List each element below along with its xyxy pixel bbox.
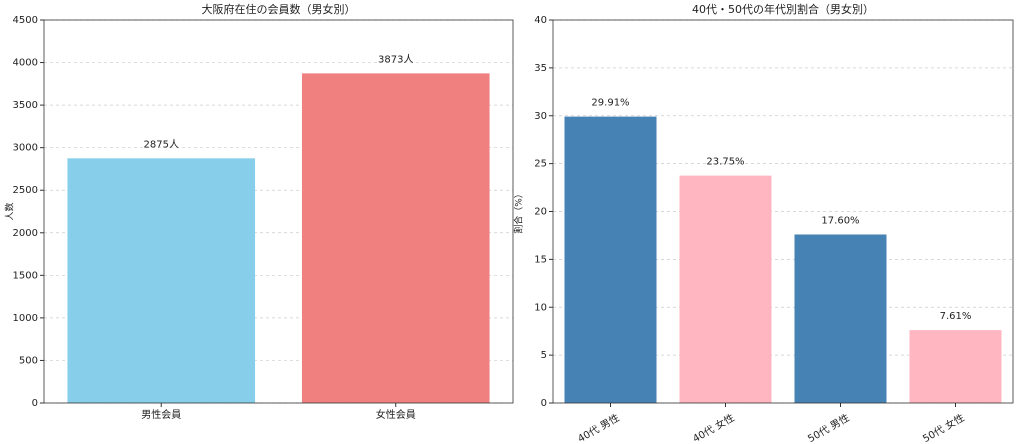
y-tick-label: 25 — [534, 159, 547, 170]
y-tick-label: 40 — [534, 15, 547, 26]
y-tick-label: 0 — [32, 398, 38, 409]
y-tick-label: 1500 — [13, 270, 38, 281]
y-tick-label: 5 — [541, 350, 547, 361]
bar — [909, 330, 1002, 403]
value-label: 29.91% — [591, 98, 629, 109]
y-tick-label: 3500 — [13, 100, 38, 111]
bar — [679, 175, 772, 403]
value-label: 7.61% — [940, 311, 972, 322]
y-tick-label: 2000 — [13, 228, 38, 239]
y-tick-label: 35 — [534, 63, 547, 74]
y-tick-label: 1000 — [13, 313, 38, 324]
y-axis-label: 人数 — [4, 202, 16, 220]
x-tick-label: 50代 男性 — [805, 411, 851, 444]
y-tick-label: 15 — [534, 254, 547, 265]
x-tick-label: 女性会員 — [376, 408, 416, 421]
chart-title: 40代・50代の年代別割合（男女別） — [692, 2, 874, 16]
value-label: 3873人 — [378, 53, 413, 65]
y-tick-label: 500 — [19, 355, 38, 366]
axes-frame — [552, 19, 1014, 404]
bar — [67, 158, 256, 403]
value-label: 23.75% — [706, 157, 744, 168]
y-tick-label: 10 — [534, 302, 547, 313]
value-label: 2875人 — [144, 138, 179, 150]
chart-title: 大阪府在住の会員数（男女別） — [202, 2, 356, 16]
bar — [794, 234, 887, 403]
x-tick-label: 男性会員 — [141, 408, 181, 421]
x-tick-label: 50代 女性 — [920, 411, 966, 444]
y-tick-label: 3000 — [13, 143, 38, 154]
y-tick-label: 4500 — [13, 15, 38, 26]
y-axis-label: 割合（%） — [513, 189, 525, 234]
x-tick-label: 40代 女性 — [690, 411, 736, 444]
y-tick-label: 20 — [534, 207, 547, 218]
y-tick-label: 4000 — [13, 58, 38, 69]
x-tick-label: 40代 男性 — [575, 411, 621, 444]
y-tick-label: 0 — [541, 398, 547, 409]
axes-frame — [43, 19, 514, 404]
bar — [564, 116, 657, 403]
y-tick-label: 2500 — [13, 185, 38, 196]
y-tick-label: 30 — [534, 111, 547, 122]
value-label: 17.60% — [821, 215, 859, 226]
bar — [301, 73, 490, 403]
